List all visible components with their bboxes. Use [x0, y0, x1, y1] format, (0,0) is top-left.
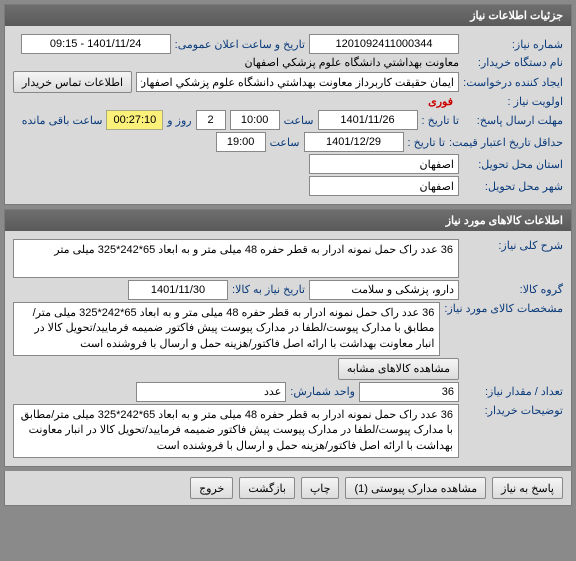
reply-button[interactable]: پاسخ به نیاز: [492, 477, 563, 499]
panel2-body: شرح کلی نیاز: گروه کالا: تاریخ نیاز به ک…: [5, 231, 571, 466]
countdown-timer: 00:27:10: [106, 110, 163, 130]
to-date-label: تا تاریخ :: [422, 114, 459, 127]
desc-label: شرح کلی نیاز:: [463, 239, 563, 252]
view-attachments-button[interactable]: مشاهده مدارک پیوستی (1): [345, 477, 486, 499]
buyer-note-label: توضیحات خریدار:: [463, 404, 563, 417]
panel2-header: اطلاعات کالاهای مورد نیاز: [5, 210, 571, 231]
reply-time-field: [230, 110, 280, 130]
contact-buyer-button[interactable]: اطلاعات تماس خریدار: [13, 71, 132, 93]
creator-label: ایجاد کننده درخواست:: [463, 76, 563, 89]
province-field: [309, 154, 459, 174]
remain-label: ساعت باقی مانده: [22, 114, 103, 127]
panel1-header: جزئیات اطلاعات نیاز: [5, 5, 571, 26]
goods-info-panel: اطلاعات کالاهای مورد نیاز شرح کلی نیاز: …: [4, 209, 572, 467]
creator-field: [136, 72, 459, 92]
panel1-body: شماره نیاز: تاریخ و ساعت اعلان عمومی: نا…: [5, 26, 571, 204]
need-date-label: تاریخ نیاز به کالا:: [232, 283, 305, 296]
need-no-field: [309, 34, 459, 54]
reply-deadline-label: مهلت ارسال پاسخ:: [463, 114, 563, 127]
priority-value: فوری: [422, 95, 459, 108]
priority-label: اولویت نیاز :: [463, 95, 563, 108]
city-field: [309, 176, 459, 196]
valid-label: حداقل تاریخ اعتبار قیمت:: [449, 136, 563, 149]
city-label: شهر محل تحویل:: [463, 180, 563, 193]
spec-label: مشخصات کالای مورد نیاز:: [444, 302, 563, 315]
qty-field: [359, 382, 459, 402]
buyer-note-field: [13, 404, 459, 458]
valid-date-field: [304, 132, 404, 152]
footer-bar: پاسخ به نیاز مشاهده مدارک پیوستی (1) چاپ…: [4, 471, 572, 506]
group-label: گروه کالا:: [463, 283, 563, 296]
announce-field: [21, 34, 171, 54]
reply-date-field: [318, 110, 418, 130]
buyer-label: نام دستگاه خریدار:: [463, 56, 563, 69]
buyer-value: معاونت بهداشتي دانشگاه علوم پزشكي اصفهان: [245, 56, 459, 69]
desc-field: [13, 239, 459, 278]
province-label: استان محل تحویل:: [463, 158, 563, 171]
unit-field: [136, 382, 286, 402]
valid-time-field: [216, 132, 266, 152]
announce-label: تاریخ و ساعت اعلان عمومی:: [175, 38, 305, 51]
exit-button[interactable]: خروج: [190, 477, 233, 499]
unit-label: واحد شمارش:: [290, 385, 355, 398]
qty-label: تعداد / مقدار نیاز:: [463, 385, 563, 398]
days-field: [196, 110, 226, 130]
days-label: روز و: [167, 114, 191, 127]
back-button[interactable]: بازگشت: [239, 477, 295, 499]
group-field: [309, 280, 459, 300]
time-label-1: ساعت: [284, 114, 314, 127]
spec-field: [13, 302, 440, 356]
time-label-2: ساعت: [270, 136, 300, 149]
to-date-label-2: تا تاریخ :: [408, 136, 445, 149]
need-date-field: [128, 280, 228, 300]
need-no-label: شماره نیاز:: [463, 38, 563, 51]
print-button[interactable]: چاپ: [301, 477, 340, 499]
view-similar-goods-button[interactable]: مشاهده کالاهای مشابه: [338, 358, 459, 380]
need-details-panel: جزئیات اطلاعات نیاز شماره نیاز: تاریخ و …: [4, 4, 572, 205]
